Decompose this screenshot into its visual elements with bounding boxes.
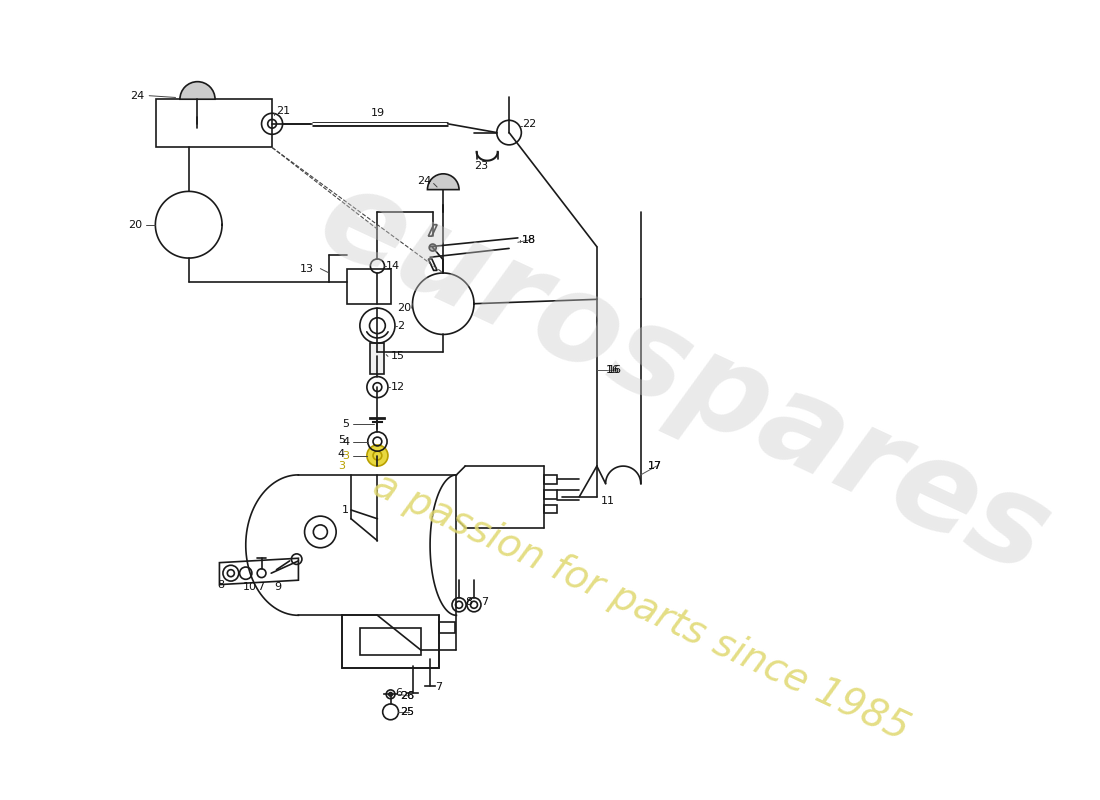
Text: 7: 7: [257, 582, 264, 592]
Text: 3: 3: [338, 461, 345, 471]
Text: 2: 2: [397, 321, 405, 330]
Text: 23: 23: [474, 161, 488, 171]
Circle shape: [373, 451, 382, 460]
Text: 11: 11: [602, 496, 615, 506]
Bar: [544, 490, 558, 498]
Text: 17: 17: [648, 461, 662, 471]
Text: 4: 4: [338, 449, 345, 459]
Text: 24: 24: [131, 90, 145, 101]
Bar: [346, 269, 390, 304]
Text: 15: 15: [390, 351, 405, 362]
Text: 6: 6: [395, 687, 402, 698]
Text: 5: 5: [338, 434, 345, 445]
Text: 24: 24: [418, 176, 432, 186]
Text: 20: 20: [128, 220, 142, 230]
Text: eurospares: eurospares: [301, 157, 1068, 600]
Text: 4: 4: [342, 437, 350, 446]
Text: 1: 1: [342, 505, 350, 515]
Text: 19: 19: [371, 108, 385, 118]
Text: 8: 8: [218, 579, 224, 590]
Text: 12: 12: [390, 382, 405, 392]
Text: 3: 3: [342, 450, 350, 461]
Text: 18: 18: [522, 234, 537, 245]
Text: 26: 26: [400, 691, 415, 701]
Text: 7: 7: [436, 682, 442, 692]
Text: 9: 9: [274, 582, 280, 592]
Text: 25: 25: [400, 707, 415, 717]
Text: 13: 13: [300, 264, 315, 274]
Text: 18: 18: [522, 234, 537, 245]
Circle shape: [367, 445, 388, 466]
Text: 25: 25: [400, 707, 415, 717]
Text: 22: 22: [522, 118, 537, 129]
Bar: [342, 615, 439, 668]
Bar: [371, 343, 384, 374]
Bar: [439, 622, 454, 633]
Text: 8: 8: [465, 597, 472, 607]
Bar: [360, 629, 421, 655]
Wedge shape: [428, 174, 459, 190]
Text: 7: 7: [481, 597, 488, 607]
Text: 26: 26: [400, 691, 415, 701]
Text: 20: 20: [397, 303, 410, 313]
Text: 16: 16: [607, 365, 621, 374]
Text: a passion for parts since 1985: a passion for parts since 1985: [366, 466, 915, 748]
Text: 14: 14: [386, 261, 400, 271]
Wedge shape: [180, 82, 214, 99]
Circle shape: [429, 244, 437, 251]
Bar: [544, 505, 558, 514]
Text: 17: 17: [648, 461, 662, 471]
Text: 5: 5: [342, 419, 350, 429]
Bar: [156, 99, 272, 147]
Text: 16: 16: [606, 365, 619, 374]
Bar: [544, 475, 558, 484]
Text: 10: 10: [243, 582, 257, 592]
Text: 21: 21: [276, 106, 290, 116]
